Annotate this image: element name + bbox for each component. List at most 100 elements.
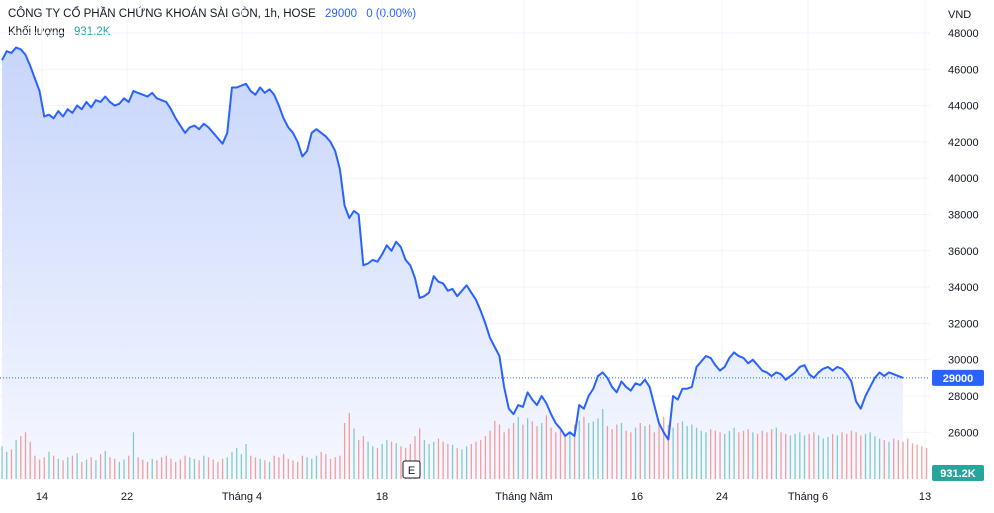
x-tick-label: Tháng Năm [495, 491, 552, 503]
volume-bar [747, 429, 749, 479]
volume-bar [465, 446, 468, 479]
volume-bar [827, 437, 829, 479]
y-tick-label: 26000 [948, 427, 979, 439]
volume-bar [156, 460, 158, 479]
y-tick-label: 48000 [948, 28, 979, 40]
volume-bar [325, 454, 327, 479]
volume-bar [151, 458, 153, 479]
volume-bar [287, 458, 289, 479]
volume-bar [423, 440, 426, 479]
volume-bar [700, 430, 702, 479]
volume-bar [616, 424, 618, 479]
volume-bar [15, 440, 17, 479]
price-area [2, 47, 903, 480]
volume-bar [846, 433, 848, 479]
event-marker-label[interactable]: E [408, 465, 415, 477]
volume-bar [62, 460, 64, 479]
volume-bar [132, 432, 135, 479]
volume-bar [386, 440, 388, 479]
volume-bar [217, 461, 219, 479]
volume-bar [95, 460, 97, 479]
volume-bar [142, 459, 144, 479]
volume-bar [710, 429, 712, 479]
volume-bar [268, 461, 271, 479]
volume-bar [653, 432, 655, 479]
volume-bar [639, 423, 641, 479]
x-axis: 14 22 Tháng 4 18 Tháng Năm 16 24 Tháng 6 13 [36, 491, 931, 503]
volume-bar [921, 446, 923, 479]
volume-bar [855, 432, 857, 479]
volume-bar [85, 459, 88, 479]
x-tick-label: 16 [631, 491, 643, 503]
x-tick-label: 13 [919, 491, 931, 503]
volume-bar [114, 458, 116, 479]
last-price-tag [932, 369, 984, 386]
volume-bar [34, 455, 36, 479]
volume-bar [893, 438, 895, 479]
volume-bar [592, 421, 594, 479]
y-axis: VND 48000 46000 44000 42000 40000 38000 36000 3… [948, 9, 979, 439]
volume-bar [789, 435, 792, 479]
last-price: 29000 [325, 8, 358, 20]
volume-bar [43, 457, 45, 479]
volume-bar [282, 454, 285, 479]
volume-bar [146, 461, 149, 479]
volume-bar [860, 435, 862, 479]
volume-bar [634, 427, 637, 479]
volume-bar [489, 430, 491, 479]
volume-bar [681, 421, 684, 479]
volume-bar [667, 424, 670, 479]
volume-bar [738, 432, 740, 479]
volume-bar [817, 435, 820, 479]
volume-bar [630, 432, 632, 479]
volume-bar [306, 457, 308, 479]
volume-bar [189, 457, 191, 479]
volume-bar [38, 459, 41, 479]
volume-bar [160, 457, 163, 479]
volume-bar [390, 441, 393, 479]
volume-bar [414, 436, 416, 479]
volume-bar [536, 426, 538, 479]
volume-bar [315, 455, 318, 479]
volume-bar [911, 443, 914, 479]
volume-bar [339, 455, 341, 479]
volume-bar [597, 418, 599, 479]
volume-bar [733, 427, 735, 479]
volume-bar [874, 436, 876, 479]
volume-bar [29, 441, 31, 479]
last-volume-tag [932, 465, 984, 481]
volume-bar [498, 424, 501, 479]
volume-bar [67, 457, 69, 479]
volume-bar [916, 444, 918, 479]
volume-bar [578, 420, 580, 479]
volume-bar [503, 432, 505, 479]
volume-bar [512, 423, 515, 479]
volume-bar [20, 436, 22, 479]
volume-bar [761, 430, 763, 479]
event-marker-box[interactable] [402, 460, 421, 479]
volume-bar [175, 461, 177, 479]
volume-bar [541, 423, 543, 479]
volume-bar [170, 458, 172, 479]
volume-bar [367, 441, 369, 479]
volume-bar [372, 446, 374, 479]
volume-bar [433, 441, 435, 479]
volume-bar [766, 432, 768, 479]
volume-bar [428, 444, 430, 479]
volume-bar [193, 458, 196, 479]
volume-bar [343, 423, 346, 479]
chart-legend-volume: Khối lượng 931.2K [8, 26, 110, 38]
volume-bar [264, 460, 266, 479]
volume-bar [104, 451, 106, 479]
volume-bar [53, 455, 55, 479]
volume-bar [686, 426, 688, 479]
volume-bar [719, 432, 721, 479]
volume-bar [90, 457, 92, 479]
event-markers: E [402, 460, 421, 479]
volume-bar [334, 457, 336, 479]
price-line-layer [0, 46, 930, 441]
volume-bar [184, 455, 186, 479]
volume-bar [771, 429, 773, 479]
volume-bar [526, 418, 529, 479]
